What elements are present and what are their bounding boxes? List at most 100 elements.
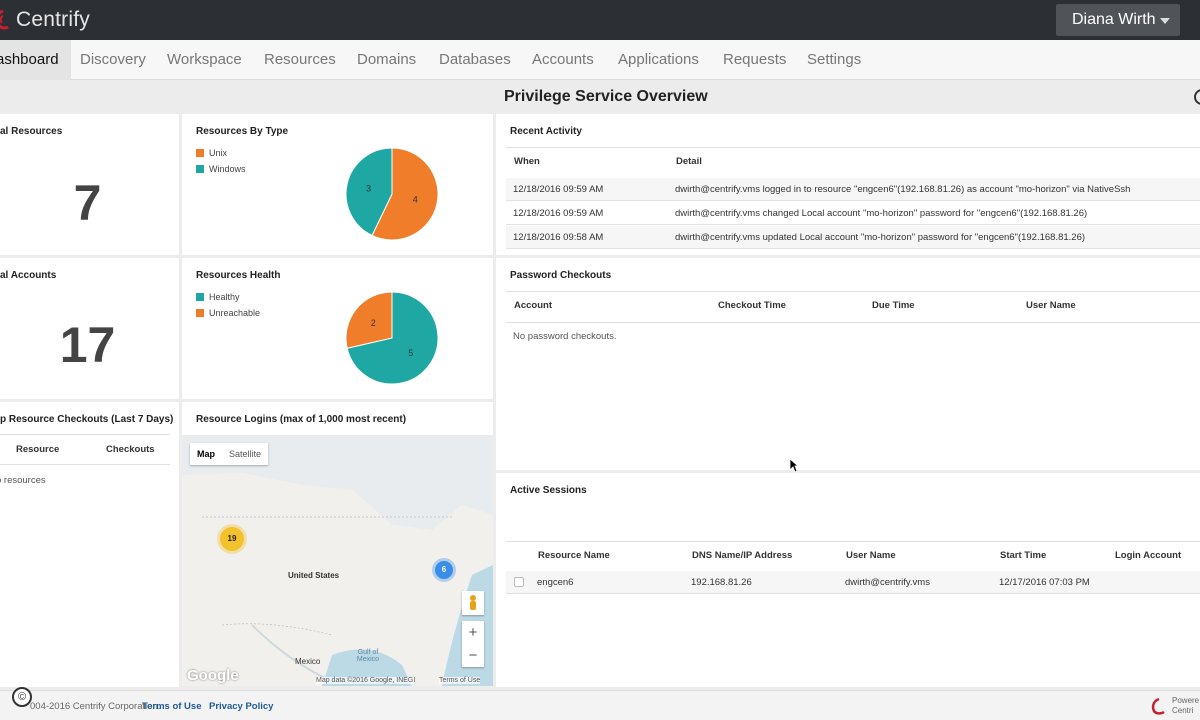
- legend-swatch-healthy: [196, 293, 204, 301]
- recent-activity-panel: Recent Activity When Detail 12/18/2016 0…: [496, 114, 1200, 255]
- page-title: Privilege Service Overview: [504, 88, 708, 105]
- legend-label-unreachable: Unreachable: [209, 308, 261, 318]
- table-row[interactable]: engcen6 192.168.81.26 dwirth@centrify.vm…: [506, 571, 1200, 594]
- map-label-gulf: Gulf of Mexico: [356, 649, 380, 663]
- resource-logins-header: Resource Logins (max of 1,000 most recen…: [182, 402, 493, 435]
- col-detail[interactable]: Detail: [676, 156, 702, 167]
- centrify-logo[interactable]: Centrify: [0, 6, 90, 34]
- total-accounts-panel: al Accounts 17: [0, 258, 179, 399]
- resources-by-type-label-unix: 4: [413, 194, 418, 204]
- tab-resources[interactable]: Resources: [264, 51, 336, 68]
- total-resources-value: 7: [73, 175, 102, 231]
- col-checkout-time[interactable]: Checkout Time: [718, 300, 786, 311]
- user-name: Diana Wirth: [1072, 11, 1156, 28]
- map-label-mexico: Mexico: [295, 657, 321, 666]
- brand-name: Centrify: [16, 8, 90, 31]
- tab-requests[interactable]: Requests: [723, 51, 787, 68]
- tab-discovery[interactable]: Discovery: [80, 51, 146, 68]
- satellite-view-button[interactable]: Satellite: [229, 449, 262, 459]
- col-login-account[interactable]: Login Account: [1115, 550, 1182, 561]
- row-checkbox[interactable]: [514, 577, 524, 587]
- legend-item-unreachable[interactable]: Unreachable: [196, 305, 260, 321]
- resources-by-type-label-windows: 3: [366, 184, 371, 194]
- col-user-name[interactable]: User Name: [1026, 300, 1076, 311]
- table-row[interactable]: 12/18/2016 09:59 AM dwirth@centrify.vms …: [506, 178, 1200, 201]
- help-icon[interactable]: [1194, 89, 1200, 105]
- col-user-name[interactable]: User Name: [846, 550, 896, 561]
- tab-applications[interactable]: Applications: [618, 51, 699, 68]
- session-start: 12/17/2016 07:03 PM: [999, 577, 1090, 588]
- legend-item-healthy[interactable]: Healthy: [196, 289, 260, 305]
- active-sessions-title: Active Sessions: [510, 485, 587, 496]
- tab-domains[interactable]: Domains: [357, 51, 417, 68]
- legend-item-windows[interactable]: Windows: [196, 161, 246, 177]
- resources-by-type-legend: Unix Windows: [196, 145, 246, 177]
- legend-swatch-windows: [196, 165, 204, 173]
- col-account[interactable]: Account: [514, 300, 552, 311]
- col-start-time[interactable]: Start Time: [1000, 550, 1047, 561]
- col-resource-name[interactable]: Resource Name: [538, 550, 610, 561]
- resources-by-type-slice-windows[interactable]: [345, 147, 393, 237]
- resources-health-slice-healthy[interactable]: [346, 291, 439, 385]
- resources-health-pie-chart[interactable]: 52: [344, 290, 440, 386]
- activity-detail: dwirth@centrify.vms changed Local accoun…: [675, 208, 1088, 219]
- legend-item-unix[interactable]: Unix: [196, 145, 246, 161]
- password-checkouts-title: Password Checkouts: [510, 270, 612, 281]
- footer-powered-by: Powere: [1172, 696, 1200, 705]
- map-cluster-east[interactable]: 6: [435, 561, 453, 579]
- mouse-cursor-icon: [789, 458, 799, 473]
- legend-swatch-unix: [196, 149, 204, 157]
- map-view-button[interactable]: Map: [197, 449, 215, 459]
- empty-message: o resources: [0, 475, 46, 486]
- map-label-us: United States: [288, 571, 340, 580]
- col-due-time[interactable]: Due Time: [872, 300, 915, 311]
- legend-label-windows: Windows: [209, 164, 246, 174]
- session-user: dwirth@centrify.vms: [845, 577, 930, 588]
- resources-health-legend: Healthy Unreachable: [196, 289, 260, 321]
- col-dns-name[interactable]: DNS Name/IP Address: [692, 550, 793, 561]
- col-when[interactable]: When: [514, 156, 540, 167]
- header-divider: [506, 541, 1200, 542]
- main-nav: ashboard Discovery Workspace Resources D…: [0, 40, 1200, 80]
- col-checkouts[interactable]: Checkouts: [106, 444, 155, 455]
- resource-logins-map[interactable]: Map Satellite United States Mexico Gulf …: [182, 435, 493, 686]
- legend-swatch-unreachable: [196, 309, 204, 317]
- footer-powered-by-brand: Centri: [1172, 706, 1194, 715]
- resources-health-slice-unreachable[interactable]: [345, 291, 393, 349]
- activity-when: 12/18/2016 09:58 AM: [513, 232, 604, 243]
- top-bar: Centrify Diana Wirth: [0, 0, 1200, 40]
- table-row[interactable]: 12/18/2016 09:59 AM dwirth@centrify.vms …: [506, 202, 1200, 225]
- footer: 004-2016 Centrify Corporation. Terms of …: [0, 690, 1200, 720]
- legend-label-healthy: Healthy: [209, 292, 240, 302]
- resources-by-type-pie-chart[interactable]: 43: [344, 146, 440, 242]
- total-accounts-value: 17: [59, 317, 116, 373]
- tab-workspace[interactable]: Workspace: [167, 51, 242, 68]
- resources-by-type-slice-unix[interactable]: [371, 147, 439, 241]
- map-type-toggle: Map Satellite: [190, 443, 269, 465]
- tab-dashboard[interactable]: ashboard: [0, 40, 71, 80]
- table-row[interactable]: 12/18/2016 09:58 AM dwirth@centrify.vms …: [506, 226, 1200, 249]
- footer-terms-link[interactable]: Terms of Use: [142, 701, 202, 712]
- col-resource[interactable]: Resource: [16, 444, 60, 455]
- copyright-icon: ©: [12, 687, 32, 707]
- map-cluster-west[interactable]: 19: [220, 527, 244, 551]
- user-menu-button[interactable]: Diana Wirth: [1056, 4, 1180, 36]
- legend-label-unix: Unix: [209, 148, 228, 158]
- tab-databases[interactable]: Databases: [439, 51, 511, 68]
- centrify-footer-logo-icon: [1151, 697, 1165, 715]
- zoom-in-button[interactable]: +: [468, 624, 478, 641]
- resources-by-type-title: Resources By Type: [196, 126, 289, 137]
- zoom-out-button[interactable]: −: [468, 647, 478, 664]
- empty-message: No password checkouts.: [513, 331, 617, 342]
- street-view-pegman-icon[interactable]: [462, 591, 484, 615]
- map-zoom-control: + −: [462, 621, 484, 667]
- top-checkouts-title: p Resource Checkouts (Last 7 Days): [0, 414, 174, 425]
- map-terms-link[interactable]: Terms of Use: [439, 677, 481, 684]
- footer-privacy-link[interactable]: Privacy Policy: [209, 701, 274, 712]
- tab-settings[interactable]: Settings: [807, 51, 862, 68]
- resources-health-label-unreachable: 2: [371, 318, 376, 328]
- password-checkouts-panel: Password Checkouts Account Checkout Time…: [496, 258, 1200, 470]
- tab-accounts[interactable]: Accounts: [532, 51, 594, 68]
